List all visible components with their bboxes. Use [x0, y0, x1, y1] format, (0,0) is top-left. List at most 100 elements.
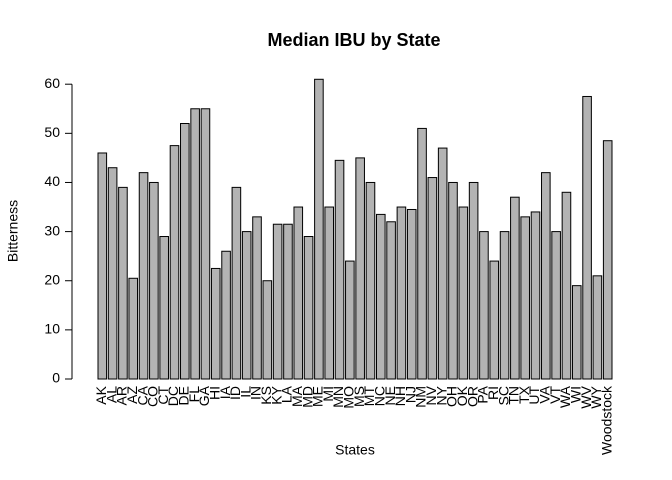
bar	[551, 231, 561, 380]
bar	[200, 108, 211, 380]
x-tick-label: MD	[299, 386, 315, 408]
x-tick-label: ME	[310, 386, 326, 407]
bar	[97, 152, 108, 380]
bar	[303, 236, 314, 380]
bar	[448, 181, 458, 380]
x-tick-label: CT	[155, 386, 171, 405]
x-tick-label: UT	[526, 386, 542, 405]
x-tick-label: NJ	[402, 386, 418, 403]
x-tick-label: VT	[547, 386, 563, 404]
bar	[252, 216, 262, 380]
bar	[406, 208, 417, 380]
x-axis-label: States	[335, 442, 375, 458]
bar	[180, 123, 190, 380]
bar	[530, 211, 541, 380]
x-tick-label: AK	[93, 385, 109, 404]
bar	[293, 206, 304, 380]
y-tick-label: 0	[52, 370, 60, 386]
bar	[602, 140, 613, 380]
x-tick-label: NY	[433, 385, 449, 405]
bar	[118, 186, 128, 380]
chart-title: Median IBU by State	[267, 30, 440, 50]
bar	[355, 157, 365, 380]
bar	[510, 196, 520, 380]
x-tick-label: TX	[516, 385, 532, 404]
bar	[479, 231, 489, 380]
x-tick-label: NV	[423, 385, 439, 405]
x-tick-label: NM	[413, 386, 429, 408]
y-tick-label: 10	[44, 321, 60, 337]
bar	[169, 145, 180, 380]
x-tick-label: CA	[134, 385, 150, 405]
x-tick-label: KS	[258, 386, 274, 405]
x-tick-label: RI	[485, 386, 501, 400]
bar	[334, 159, 345, 380]
x-tick-label: CO	[145, 386, 161, 407]
bar	[365, 181, 376, 380]
y-tick-label: 30	[44, 222, 60, 238]
y-tick-label: 20	[44, 271, 60, 287]
bar	[241, 231, 252, 380]
bar	[417, 127, 427, 380]
bar	[345, 260, 355, 380]
bar	[541, 172, 551, 380]
x-tick-label: DC	[165, 386, 181, 406]
bar	[561, 191, 572, 380]
x-tick-label: WI	[567, 386, 583, 403]
x-tick-label: OR	[464, 386, 480, 407]
x-tick-label: OH	[444, 386, 460, 407]
x-tick-label: ID	[227, 386, 243, 400]
x-tick-label: NC	[371, 386, 387, 406]
bar	[437, 147, 448, 380]
x-tick-label: IA	[217, 385, 233, 399]
bar	[283, 223, 293, 380]
bar	[582, 95, 592, 380]
x-tick-label: LA	[279, 385, 295, 403]
y-tick-label: 40	[44, 173, 60, 189]
x-tick-label: KY	[268, 385, 284, 404]
bar	[324, 206, 335, 380]
x-tick-label: AL	[103, 386, 119, 403]
bar	[520, 216, 530, 380]
bar	[458, 206, 469, 380]
x-tick-label: MO	[341, 386, 357, 409]
bar	[190, 108, 200, 380]
bar	[138, 172, 149, 380]
bar	[592, 275, 603, 380]
bar	[262, 280, 273, 380]
x-tick-label: AZ	[124, 386, 140, 404]
bar	[396, 206, 407, 380]
x-tick-label: HI	[206, 386, 222, 400]
x-tick-label: GA	[196, 385, 212, 406]
x-tick-label: MS	[351, 386, 367, 407]
bar	[107, 167, 118, 380]
bar	[571, 285, 582, 380]
x-tick-label: WV	[578, 385, 594, 408]
x-tick-label: PA	[475, 385, 491, 403]
bar	[499, 231, 510, 380]
y-tick-label: 60	[44, 75, 60, 91]
y-tick-label: 50	[44, 124, 60, 140]
x-tick-label: FL	[186, 386, 202, 403]
bar	[468, 181, 479, 380]
bar	[386, 221, 396, 380]
x-tick-label: Woodstock	[598, 385, 614, 455]
bar	[221, 250, 231, 380]
x-tick-label: WY	[588, 385, 604, 408]
x-tick-label: MA	[289, 385, 305, 407]
bar	[375, 213, 386, 380]
x-tick-label: OK	[454, 385, 470, 406]
bar	[159, 236, 169, 380]
x-tick-label: VA	[537, 385, 553, 403]
bar	[314, 78, 324, 380]
bar	[128, 277, 139, 380]
x-tick-label: DE	[176, 386, 192, 405]
x-tick-label: IL	[237, 386, 253, 398]
bar	[489, 260, 500, 380]
x-tick-label: AR	[114, 386, 130, 405]
bar	[231, 186, 242, 380]
x-tick-label: MT	[361, 386, 377, 407]
bar	[272, 223, 283, 380]
x-tick-label: TN	[506, 386, 522, 405]
